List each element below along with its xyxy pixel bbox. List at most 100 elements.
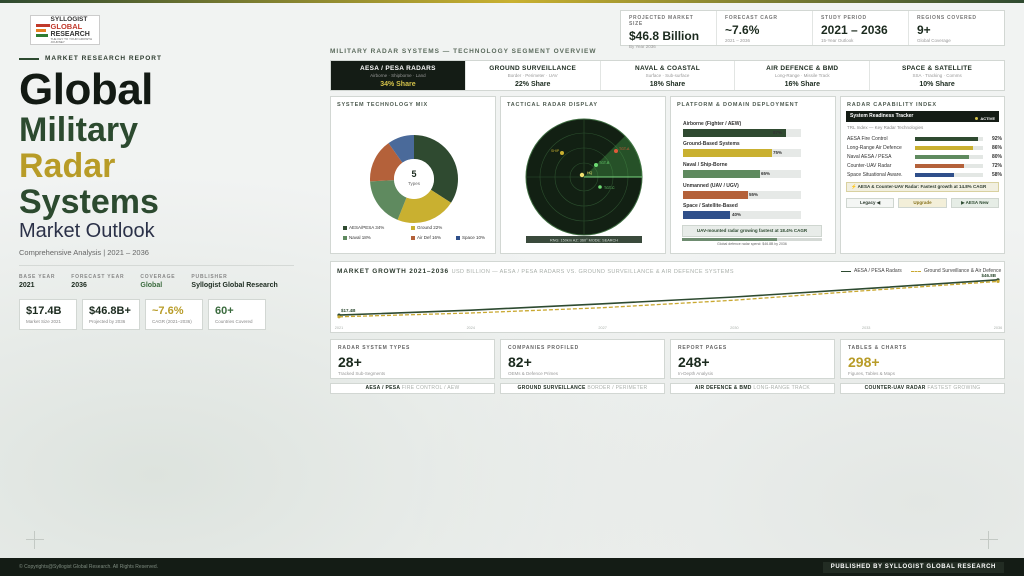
upgrade-button[interactable]: Upgrade <box>898 198 947 208</box>
kpi-regions: REGIONS COVERED 9+ Global Coverage <box>917 15 977 43</box>
x-tick-label: 2036 <box>994 326 1002 330</box>
series-line-aesa <box>338 279 999 316</box>
title-military: Military <box>19 111 139 149</box>
capability-tracker-header: System Readiness Tracker ACTIVE <box>846 111 999 122</box>
kpi-cagr: FORECAST CAGR ~7.6% 2021 – 2036 <box>717 11 813 45</box>
tag-counter-uav: COUNTER-UAV RADAR FASTEST GROWING <box>840 383 1005 394</box>
capability-row: Counter-UAV Radar 72% <box>847 163 1002 169</box>
title-global: Global <box>19 65 153 114</box>
crosshair-decoration <box>980 531 998 549</box>
capability-row: Naval AESA / PESA 80% <box>847 154 1002 160</box>
x-tick-label: 2033 <box>862 326 870 330</box>
report-meta: BASE YEAR 2021 FORECAST YEAR 2036 COVERA… <box>19 274 304 289</box>
segment-tab-naval[interactable]: NAVAL & COASTAL Surface · Sub-surface 18… <box>601 61 736 90</box>
tech-mix-panel: SYSTEM TECHNOLOGY MIX 5 Types AESA/PESA … <box>330 96 496 254</box>
meta-base-year: BASE YEAR 2021 <box>19 274 56 289</box>
capability-note: ⚡ AESA & Counter-UAV Radar: Fastest grow… <box>846 182 999 192</box>
series-line-ground <box>338 280 999 318</box>
svg-text:SHIP: SHIP <box>551 149 560 153</box>
divider <box>19 265 294 266</box>
segment-tabs: AESA / PESA RADARS Airborne · Shipborne … <box>330 60 1005 91</box>
platform-space: Space / Satellite-Based 40% <box>683 203 803 219</box>
end-value-label: $46.8B <box>981 273 996 278</box>
donut-slice-ground <box>370 135 458 223</box>
meta-forecast-year: FORECAST YEAR 2036 <box>71 274 125 289</box>
legacy-button[interactable]: Legacy ◀ <box>846 198 895 208</box>
tag-air-defence: AIR DEFENCE & BMD LONG-RANGE TRACK <box>670 383 835 394</box>
meta-coverage: COVERAGE Global <box>140 274 176 289</box>
capability-subtitle: TRL Index — Key Radar Technologies <box>847 125 924 130</box>
aesa-new-button[interactable]: ▶ AESA New <box>950 198 999 208</box>
svg-text:TGT-C: TGT-C <box>604 186 615 190</box>
report-cover-column: MARKET RESEARCH REPORT Global Military R… <box>19 55 304 330</box>
x-tick-label: 2030 <box>730 326 738 330</box>
donut-center-label: Types <box>408 181 421 186</box>
capability-panel: RADAR CAPABILITY INDEX System Readiness … <box>840 96 1005 254</box>
segment-tab-ground[interactable]: GROUND SURVEILLANCE Border · Perimeter ·… <box>466 61 601 90</box>
segments-title: MILITARY RADAR SYSTEMS — TECHNOLOGY SEGM… <box>330 48 597 55</box>
summary-stats: $17.4B Market Size 2021 $46.8B+ Projecte… <box>19 299 304 330</box>
logo-line-1: SYLLOGIST <box>50 15 88 23</box>
kpi-study-period: STUDY PERIOD 2021 – 2036 15-Year Outlook <box>813 11 909 45</box>
page-background <box>0 3 1024 558</box>
active-badge: ACTIVE <box>975 113 995 124</box>
capability-row: Long-Range Air Defence 86% <box>847 145 1002 151</box>
start-value-label: $17.4B <box>341 308 356 313</box>
tech-mix-donut: 5 Types <box>370 135 458 223</box>
logo-line-3: RESEARCH <box>50 30 90 38</box>
segment-tab-aesa[interactable]: AESA / PESA RADARS Airborne · Shipborne … <box>331 61 466 90</box>
platform-panel: PLATFORM & DOMAIN DEPLOYMENT Airborne (F… <box>670 96 836 254</box>
kpi-strip: PROJECTED MARKET SIZE $46.8 Billion By Y… <box>620 10 1005 49</box>
donut-center-value: 5 <box>411 169 416 179</box>
market-growth-panel: MARKET GROWTH 2021–2036 USD BILLION — AE… <box>330 261 1005 333</box>
donut-slice-air-defence <box>370 135 458 223</box>
published-by-badge: PUBLISHED BY SYLLOGIST GLOBAL RESEARCH <box>822 562 1004 573</box>
legend-air-defence: Air Def 16% <box>411 235 441 240</box>
radar-target-c <box>598 185 602 189</box>
kpi-market-size: PROJECTED MARKET SIZE $46.8 Billion By Y… <box>621 11 717 49</box>
svg-text:HQ: HQ <box>587 171 593 175</box>
platform-ground: Ground-Based Systems 75% <box>683 141 803 157</box>
segment-tab-air-defence[interactable]: AIR DEFENCE & BMD Long-Range · Missile T… <box>735 61 871 90</box>
legend-ground-series: Ground Surveillance & Air Defence <box>911 268 1001 274</box>
report-kicker: MARKET RESEARCH REPORT <box>19 55 304 62</box>
footer: © Copyrights@Syllogist Global Research. … <box>0 558 1024 576</box>
svg-text:TGT-A: TGT-A <box>619 147 630 151</box>
stat-market-size: $17.4B Market Size 2021 <box>19 299 77 330</box>
legend-naval: Naval 18% <box>343 235 371 240</box>
growth-chart: 2021 2024 2027 2030 2033 2036 $17.4B $46.8B <box>335 273 1002 330</box>
segment-tab-space[interactable]: SPACE & SATELLITE SSA · Tracking · Comms… <box>901 65 973 88</box>
stat-cagr: ~7.6% CAGR (2021–2036) <box>145 299 203 330</box>
legend-ground: Ground 22% <box>411 225 442 230</box>
legend-aesa-series: AESA / PESA Radars <box>841 268 902 274</box>
x-tick-label: 2021 <box>335 326 343 330</box>
capability-row: AESA Fire Control 92% <box>847 136 1002 142</box>
report-subtitle: Comprehensive Analysis | 2021 – 2036 <box>19 248 149 257</box>
tech-mix-title: SYSTEM TECHNOLOGY MIX <box>337 102 428 108</box>
copyright-text: © Copyrights@Syllogist Global Research. … <box>19 564 159 570</box>
title-outlook: Market Outlook <box>19 220 155 242</box>
radar-sweep <box>584 136 642 177</box>
radar-target-ship <box>560 151 564 155</box>
capability-buttons: Legacy ◀ Upgrade ▶ AESA New <box>846 198 999 208</box>
stat-countries: 60+ Countries Covered <box>208 299 266 330</box>
platform-unmanned: Unmanned (UAV / UGV) 55% <box>683 183 803 199</box>
company-logo: SYLLOGIST GLOBAL RESEARCH THE KEY TO YOU… <box>30 15 100 45</box>
title-systems: Systems <box>19 183 159 221</box>
donut-slice-space <box>370 135 458 223</box>
stat-radar-types: RADAR SYSTEM TYPES 28+ Tracked Sub-Segme… <box>330 339 495 379</box>
growth-subtitle: USD BILLION — AESA / PESA RADARS VS. GRO… <box>451 269 734 275</box>
radar-title: TACTICAL RADAR DISPLAY <box>507 102 598 108</box>
platform-progress <box>682 238 822 241</box>
top-accent-line <box>0 0 1024 3</box>
logo-tagline: THE KEY TO YOUR GROWTH JOURNEY <box>50 36 93 44</box>
stat-tables-charts: TABLES & CHARTS 298+ Figures, Tables & M… <box>840 339 1005 379</box>
crosshair-decoration <box>26 531 44 549</box>
platform-airborne: Airborne (Fighter / AEW) 87% <box>683 121 803 137</box>
legend-aesa: AESA/PESA 34% <box>343 225 384 230</box>
platform-naval: Naval / Ship-Borne 65% <box>683 162 803 178</box>
meta-publisher: PUBLISHER Syllogist Global Research <box>191 274 278 289</box>
platform-footnote: Global defence radar spend: $46.8B by 20… <box>717 242 787 246</box>
tag-ground: GROUND SURVEILLANCE BORDER / PERIMETER <box>500 383 665 394</box>
logo-mark-icon <box>35 22 50 38</box>
